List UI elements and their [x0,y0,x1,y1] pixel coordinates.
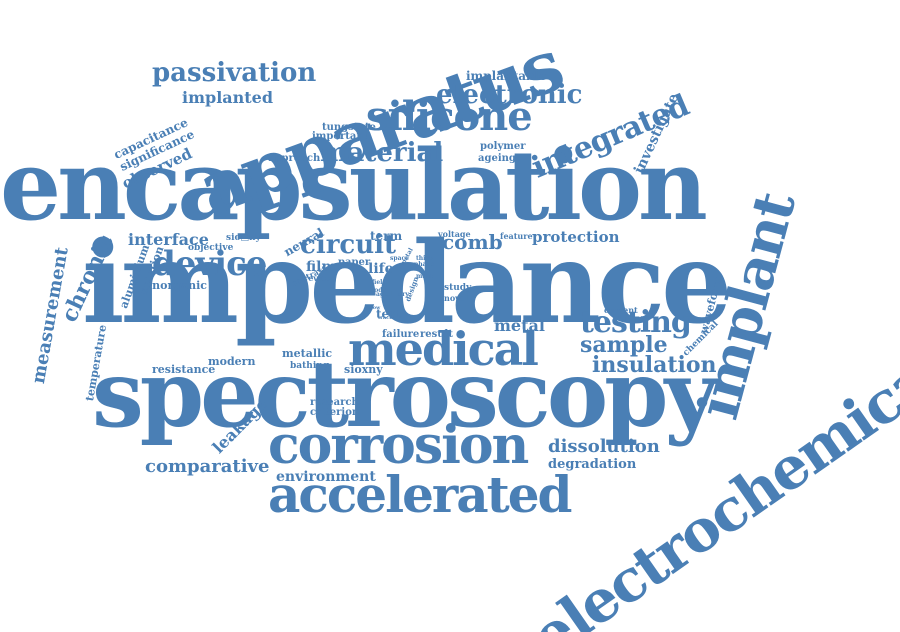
word-passivation: passivation [152,58,317,88]
word-approach: approach [268,153,321,164]
word-modern: modern [208,355,256,368]
word-environment: environment [276,469,376,485]
word-voltage: voltage [438,229,471,239]
word-corrosion: corrosion [268,415,529,476]
word-insulation: insulation [592,352,717,378]
word-test: test [376,307,402,321]
word-metal: metal [494,316,545,335]
word-main: main [416,273,433,280]
word-interface: interface [128,230,209,249]
word-metallic: metallic [282,347,333,360]
word-sample: sample [580,332,668,358]
word-criterion: criterion [310,407,360,418]
word-circuit: circuit [300,230,397,260]
word-objective: objective [188,243,234,253]
word-tungstate: tungstate [322,122,376,133]
word-important: important [312,131,369,142]
word-result: result [420,329,453,340]
word-track: track [378,315,393,321]
word-dissolution: dissolution [548,436,660,457]
word-medical: medical [348,322,539,376]
word-study: study [444,283,472,293]
word-aged: aged [376,291,393,298]
word-electronic: electronic [436,80,583,110]
word-resistance: resistance [152,363,216,376]
word-body: body [370,287,386,294]
word-research: research [310,397,359,408]
word-life: life [368,261,394,277]
word-paper: paper [338,257,371,268]
word-implanted: implanted [182,88,274,107]
word-accelerated: accelerated [268,465,573,524]
word-ageing: ageing [478,153,516,164]
word-protection: protection [532,228,620,246]
word-slow: slow [368,305,381,311]
word-testing: testing [580,305,692,340]
word-film: film [306,259,337,275]
word-field: field [372,279,387,286]
word-comparative: comparative [145,456,270,477]
word-sioxny: sioxny [344,363,383,376]
word-current: current [604,305,638,315]
word-bathing: bathing [290,361,330,371]
word-term: term [370,229,403,243]
word-dry: dry [398,291,409,298]
word-spectroscopy: spectroscopy [92,340,718,448]
word-material: material [320,138,444,168]
word-silicone: silicone [366,93,533,140]
word-novel: novel [444,293,468,303]
word-feature: feature [500,231,533,241]
word-thick: thick [416,255,434,262]
word-comb: comb [442,230,503,254]
word-polymer: polymer [480,141,526,152]
word-inorganic: inorganic [148,279,208,292]
word-impedance: impedance [82,218,732,349]
word-encapsulation: encapsulation [0,129,708,242]
word-review: review [304,273,333,283]
word-space: space [390,255,409,262]
word-failure: failure [382,329,420,340]
word-phase: phase [414,261,434,268]
word-degradation: degradation [548,457,637,472]
word-device: device [152,244,267,284]
word-sioxny-broken: sio□ny [226,233,261,243]
word-implantable: implantable [466,69,547,83]
